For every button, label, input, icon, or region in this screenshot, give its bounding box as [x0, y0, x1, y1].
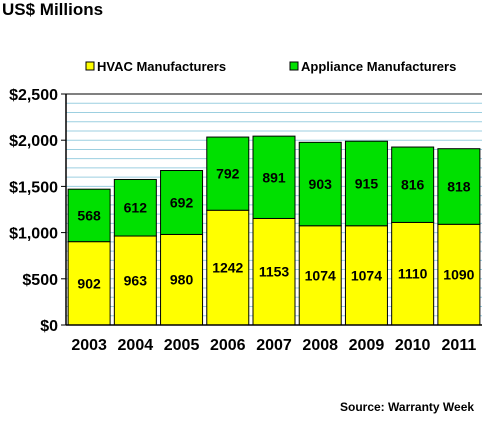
- x-tick-label: 2003: [71, 337, 107, 354]
- bar-segment-appliance: [344, 140, 388, 227]
- data-label: 1074: [351, 267, 382, 283]
- data-label: 612: [124, 200, 148, 216]
- y-tick-label: $1,500: [9, 179, 58, 196]
- legend-label-appliance: Appliance Manufacturers: [301, 59, 456, 74]
- x-tick-label: 2004: [118, 337, 154, 354]
- bar-segment-hvac: [391, 221, 435, 326]
- data-label: 891: [262, 169, 286, 185]
- y-tick-label: $0: [40, 318, 58, 335]
- bars: [67, 135, 481, 326]
- x-tick-label: 2005: [164, 337, 200, 354]
- data-label: 1242: [212, 260, 243, 276]
- data-label: 568: [77, 207, 101, 223]
- bar-segment-hvac: [298, 225, 342, 326]
- bar-segment-appliance: [206, 136, 250, 211]
- source-note: Source: Warranty Week: [340, 400, 475, 414]
- legend: HVAC Manufacturers Appliance Manufacturer…: [85, 59, 456, 74]
- y-tick-label: $500: [22, 272, 58, 289]
- y-tick-label: $2,500: [9, 87, 58, 104]
- data-label: 980: [170, 272, 194, 288]
- bar-segment-appliance: [67, 188, 111, 243]
- bar-segment-appliance: [252, 135, 296, 219]
- bar-segment-hvac: [252, 217, 296, 326]
- x-tick-label: 2010: [395, 337, 431, 354]
- y-tick-label: $2,000: [9, 133, 58, 150]
- labels: 902 568 2003 963 612 2004 980 692 2005 1242 792 200…: [9, 87, 476, 354]
- data-label: 816: [401, 177, 425, 193]
- bar-segment-hvac: [160, 233, 204, 326]
- x-tick-label: 2009: [349, 337, 385, 354]
- data-label: 903: [309, 176, 333, 192]
- x-tick-label: 2008: [302, 337, 338, 354]
- data-label: 1074: [305, 267, 336, 283]
- y-tick-label: $1,000: [9, 226, 58, 243]
- x-tick-label: 2011: [442, 337, 477, 354]
- data-label: 818: [447, 178, 471, 194]
- data-label: 692: [170, 194, 194, 210]
- axes: [61, 93, 482, 326]
- legend-swatch-hvac: [85, 61, 95, 71]
- bar-segment-appliance: [298, 141, 342, 227]
- bar-segment-hvac: [113, 235, 157, 326]
- bar-segment-hvac: [206, 209, 250, 326]
- data-label: 792: [216, 166, 240, 182]
- x-tick-label: 2006: [210, 337, 246, 354]
- legend-swatch-appliance: [289, 61, 299, 71]
- bar-segment-appliance: [113, 178, 157, 237]
- bar-segment-appliance: [391, 146, 435, 223]
- bar-segment-hvac: [437, 223, 481, 326]
- chart-title: US$ Millions: [2, 0, 104, 19]
- bar-segment-appliance: [437, 148, 481, 225]
- data-label: 915: [355, 175, 379, 191]
- data-label: 902: [77, 275, 101, 291]
- data-label: 1090: [443, 267, 474, 283]
- data-label: 1153: [259, 264, 290, 280]
- bar-segment-hvac: [344, 225, 388, 326]
- legend-label-hvac: HVAC Manufacturers: [97, 59, 226, 74]
- bar-segment-appliance: [160, 170, 204, 235]
- data-label: 1110: [398, 266, 428, 282]
- data-label: 963: [124, 273, 148, 289]
- x-tick-label: 2007: [256, 337, 292, 354]
